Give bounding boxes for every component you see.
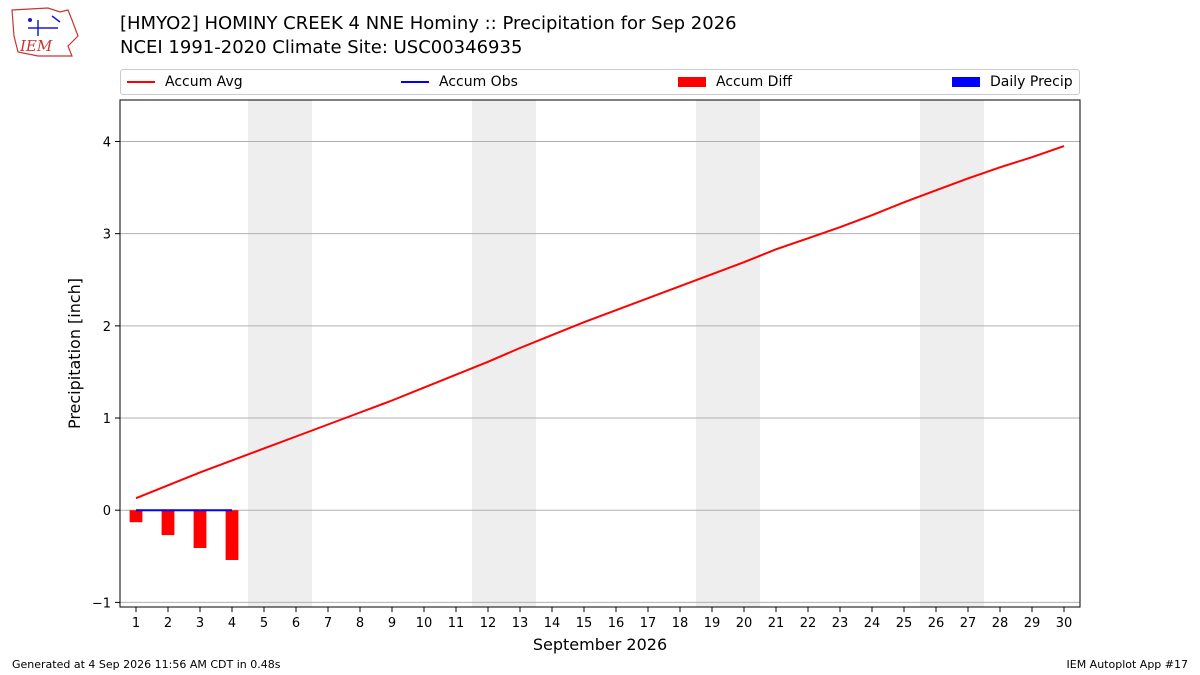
xtick-label-4: 4 [228,616,236,631]
weekend-band-2 [472,100,536,607]
xtick-label-16: 16 [608,616,625,631]
xtick-label-5: 5 [260,616,268,631]
xtick-label-1: 1 [132,616,140,631]
legend-item-accum-avg: Accum Avg [127,70,243,94]
autoplot-app-label: IEM Autoplot App #17 [1066,658,1189,671]
iem-logo: IEM [11,7,79,57]
xtick-label-20: 20 [736,616,753,631]
legend-label-daily-precip: Daily Precip [990,74,1073,90]
legend-label-accum-avg: Accum Avg [165,74,243,90]
ytick-label--1: −1 [92,596,111,611]
xtick-label-14: 14 [544,616,561,631]
legend-item-accum-obs: Accum Obs [401,70,518,94]
xtick-label-29: 29 [1024,616,1041,631]
xtick-label-23: 23 [832,616,849,631]
xtick-label-18: 18 [672,616,689,631]
xtick-label-30: 30 [1056,616,1073,631]
xtick-label-21: 21 [768,616,785,631]
xtick-label-10: 10 [416,616,433,631]
x-axis-label: September 2026 [533,635,667,654]
generated-timestamp: Generated at 4 Sep 2026 11:56 AM CDT in … [12,658,281,671]
ytick-label-3: 3 [103,228,111,243]
weekend-band-1 [248,100,312,607]
xtick-label-24: 24 [864,616,881,631]
ytick-label-0: 0 [103,504,111,519]
ytick-label-2: 2 [103,320,111,335]
xtick-label-22: 22 [800,616,817,631]
legend-label-accum-diff: Accum Diff [716,74,793,90]
plot-frame [119,99,1081,608]
xtick-label-2: 2 [164,616,172,631]
xtick-label-12: 12 [480,616,497,631]
xtick-label-8: 8 [356,616,364,631]
accum-diff-bar-1 [129,510,143,523]
accum-diff-bar-3 [193,510,207,549]
accum-diff-bar-4 [225,510,239,560]
ytick-label-1: 1 [103,412,111,427]
xtick-label-3: 3 [196,616,204,631]
legend-swatch-daily-precip [952,77,980,87]
xtick-label-7: 7 [324,616,332,631]
legend-item-accum-diff: Accum Diff [678,70,792,94]
legend-swatch-accum-diff [678,77,706,87]
legend-swatch-accum-avg [127,81,155,83]
legend: Accum Avg Accum Obs Accum Diff Daily Pre… [120,69,1080,95]
chart-subtitle: NCEI 1991-2020 Climate Site: USC00346935 [120,37,523,58]
xtick-label-13: 13 [512,616,529,631]
weekend-band-3 [696,100,760,607]
xtick-label-19: 19 [704,616,721,631]
xtick-label-25: 25 [896,616,913,631]
accum-avg-line [135,145,1065,500]
xtick-label-17: 17 [640,616,657,631]
xtick-label-6: 6 [292,616,300,631]
legend-swatch-accum-obs [401,81,429,83]
xtick-label-26: 26 [928,616,945,631]
chart-title: [HMYO2] HOMINY CREEK 4 NNE Hominy :: Pre… [120,13,737,34]
legend-label-accum-obs: Accum Obs [439,74,518,90]
xtick-label-28: 28 [992,616,1009,631]
legend-item-daily-precip: Daily Precip [952,70,1073,94]
svg-text:IEM: IEM [19,37,53,55]
accum-diff-bar-2 [161,510,175,536]
xtick-label-27: 27 [960,616,977,631]
ytick-label-4: 4 [103,135,111,150]
xtick-label-11: 11 [448,616,465,631]
y-axis-label: Precipitation [inch] [65,278,84,429]
xtick-label-15: 15 [576,616,593,631]
xtick-label-9: 9 [388,616,396,631]
